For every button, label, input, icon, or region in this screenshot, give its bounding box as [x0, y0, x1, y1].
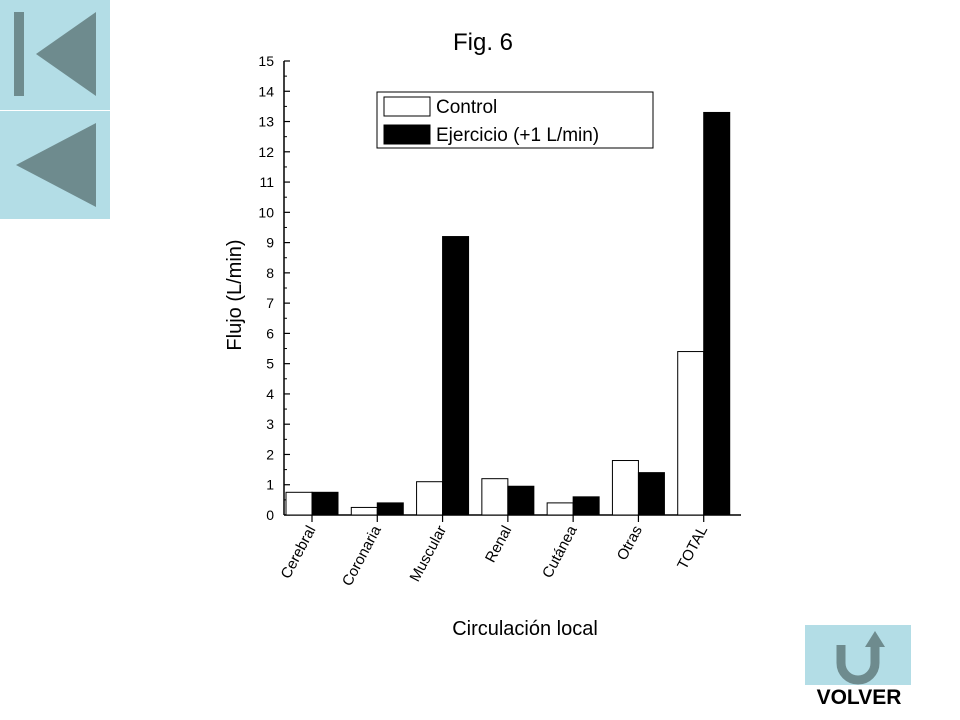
y-tick-label: 2	[266, 446, 274, 462]
skip-to-first-icon	[14, 12, 96, 96]
y-tick-label: 12	[258, 144, 274, 160]
bars-group	[285, 111, 731, 516]
bar-ejercicio	[442, 236, 470, 516]
x-tick-label: Otras	[614, 523, 646, 563]
y-tick-label: 6	[266, 325, 274, 341]
y-tick-label: 0	[266, 507, 274, 523]
x-tick-label: Coronaria	[339, 522, 385, 589]
bar-control	[677, 351, 705, 516]
bar-control	[416, 481, 444, 516]
y-tick-label: 7	[266, 295, 274, 311]
bar-ejercicio	[637, 472, 665, 516]
legend-label: Ejercicio (+1 L/min)	[436, 125, 599, 146]
y-tick-label: 13	[258, 114, 274, 130]
legend-swatch	[383, 96, 431, 117]
y-axis-label: Flujo (L/min)	[224, 239, 246, 350]
legend: Control Ejercicio (+1 L/min)	[376, 91, 654, 149]
x-axis-label: Circulación local	[452, 618, 598, 640]
first-slide-button[interactable]	[0, 0, 110, 110]
bar-control	[350, 506, 378, 516]
bar-control	[546, 502, 574, 516]
bar-control	[285, 491, 313, 516]
y-tick-label: 1	[266, 477, 274, 493]
legend-swatch	[383, 124, 431, 145]
y-tick-label: 4	[266, 386, 274, 402]
bar-ejercicio	[703, 111, 731, 516]
bar-ejercicio	[572, 496, 600, 516]
x-tick-label: Muscular	[407, 523, 451, 585]
bar-ejercicio	[376, 502, 404, 516]
bar-control	[611, 460, 639, 516]
bar-ejercicio	[311, 491, 339, 516]
x-axis: Cerebral Coronaria Muscular Renal Cutánea Otr…	[278, 514, 741, 589]
y-tick-label: 15	[258, 53, 274, 69]
y-tick-label: 3	[266, 416, 274, 432]
x-tick-label: TOTAL	[674, 523, 711, 572]
x-tick-label: Cutánea	[539, 522, 581, 581]
bar-ejercicio	[507, 485, 535, 516]
y-tick-label: 10	[258, 204, 274, 220]
back-label[interactable]: VOLVER	[816, 686, 902, 709]
y-tick-label: 14	[258, 83, 274, 99]
back-button[interactable]	[805, 625, 911, 685]
u-turn-return-arrow-icon	[836, 631, 885, 685]
y-tick-label: 8	[266, 265, 274, 281]
y-tick-label: 11	[259, 174, 274, 190]
chart-title: Fig. 6	[453, 29, 513, 56]
y-tick-label: 9	[266, 235, 274, 251]
bar-control	[481, 478, 509, 516]
previous-slide-button[interactable]	[0, 111, 110, 219]
previous-triangle-icon	[16, 123, 96, 207]
x-tick-label: Cerebral	[278, 523, 320, 582]
legend-label: Control	[436, 97, 497, 118]
y-tick-label: 5	[266, 356, 274, 372]
x-tick-label: Renal	[482, 523, 515, 566]
